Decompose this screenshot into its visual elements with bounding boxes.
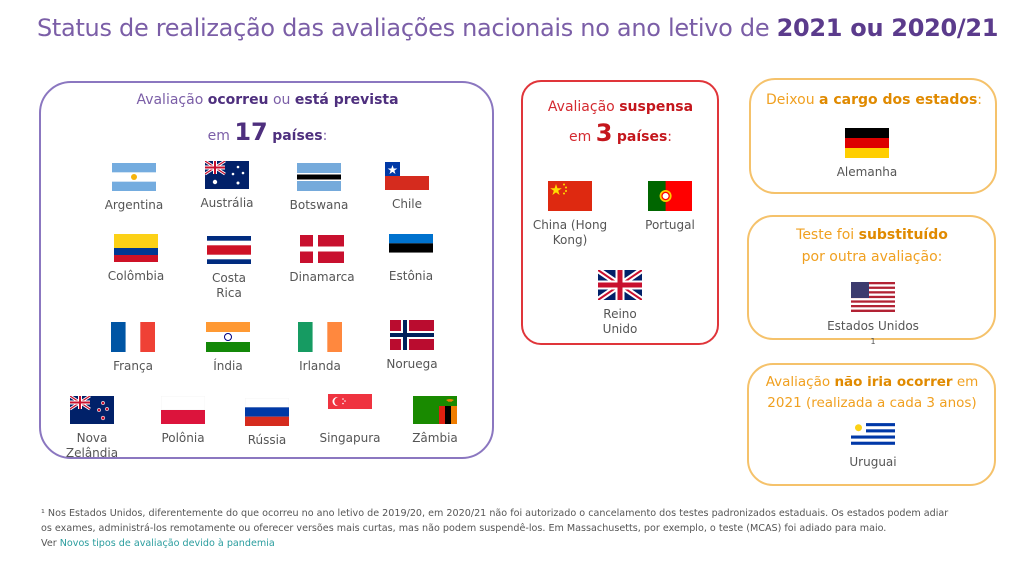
replaced-panel bbox=[747, 215, 996, 340]
country-ireland: Irlanda bbox=[270, 322, 370, 374]
country-new-zealand: Nova Zelândia bbox=[42, 396, 142, 461]
ireland-flag-icon bbox=[298, 322, 342, 352]
suspended-panel bbox=[521, 80, 719, 345]
australia-flag-icon bbox=[205, 161, 249, 189]
footnote: ¹ Nos Estados Unidos, diferentemente do … bbox=[41, 508, 949, 549]
germany-flag-icon bbox=[845, 128, 889, 158]
russia-flag-icon bbox=[245, 398, 289, 426]
not-scheduled-heading: Avaliação não iria ocorrer em 2021 (real… bbox=[765, 374, 979, 411]
country-singapore: Singapura bbox=[300, 394, 400, 446]
estonia-flag-icon bbox=[389, 234, 433, 262]
country-china-hong-kong: China (Hong Kong) bbox=[520, 181, 620, 248]
replaced-heading: Teste foi substituído por outra avaliaçã… bbox=[796, 227, 948, 265]
costa-rica-flag-icon bbox=[207, 236, 251, 264]
page-title: Status de realização das avaliações naci… bbox=[37, 14, 998, 42]
country-australia: Austrália bbox=[177, 161, 277, 211]
uruguay-flag-icon bbox=[851, 420, 895, 448]
country-india: Índia bbox=[178, 322, 278, 374]
country-norway: Noruega bbox=[362, 320, 462, 372]
states-heading: Deixou a cargo dos estados: bbox=[765, 92, 983, 108]
country-estonia: Estônia bbox=[361, 234, 461, 284]
country-uruguay: Uruguai bbox=[823, 420, 923, 470]
france-flag-icon bbox=[111, 322, 155, 352]
india-flag-icon bbox=[206, 322, 250, 352]
country-argentina: Argentina bbox=[84, 163, 184, 213]
pandemic-assessment-link[interactable]: Novos tipos de avaliação devido à pandem… bbox=[59, 538, 275, 549]
country-portugal: Portugal bbox=[620, 181, 720, 233]
suspended-heading: Avaliação suspensa em 3 países: bbox=[547, 99, 694, 147]
norway-flag-icon bbox=[390, 320, 434, 350]
united-states-flag-icon bbox=[851, 282, 895, 312]
country-germany: Alemanha bbox=[817, 128, 917, 180]
title-prefix: Status de realização das avaliações naci… bbox=[37, 14, 777, 42]
zambia-flag-icon bbox=[413, 396, 457, 424]
country-denmark: Dinamarca bbox=[272, 235, 372, 285]
portugal-flag-icon bbox=[648, 181, 692, 211]
chile-flag-icon bbox=[385, 162, 429, 190]
country-zambia: Zâmbia bbox=[385, 396, 485, 446]
country-chile: Chile bbox=[357, 162, 457, 212]
country-poland: Polônia bbox=[133, 396, 233, 446]
country-france: França bbox=[83, 322, 183, 374]
title-bold: 2021 ou 2020/21 bbox=[776, 14, 999, 42]
new-zealand-flag-icon bbox=[70, 396, 114, 424]
country-russia: Rússia bbox=[217, 398, 317, 448]
china-flag-icon bbox=[548, 181, 592, 211]
country-united-states: Estados Unidos 1 bbox=[800, 282, 946, 353]
country-costa-rica: Costa Rica bbox=[179, 236, 279, 301]
occurred-heading: Avaliação ocorreu ou está prevista em 17… bbox=[136, 92, 399, 146]
united-kingdom-flag-icon bbox=[598, 270, 642, 300]
botswana-flag-icon bbox=[297, 163, 341, 191]
denmark-flag-icon bbox=[300, 235, 344, 263]
colombia-flag-icon bbox=[114, 234, 158, 262]
country-colombia: Colômbia bbox=[86, 234, 186, 284]
poland-flag-icon bbox=[161, 396, 205, 424]
country-botswana: Botswana bbox=[269, 163, 369, 213]
singapore-flag-icon bbox=[328, 394, 372, 424]
country-united-kingdom: Reino Unido bbox=[570, 270, 670, 337]
argentina-flag-icon bbox=[112, 163, 156, 191]
